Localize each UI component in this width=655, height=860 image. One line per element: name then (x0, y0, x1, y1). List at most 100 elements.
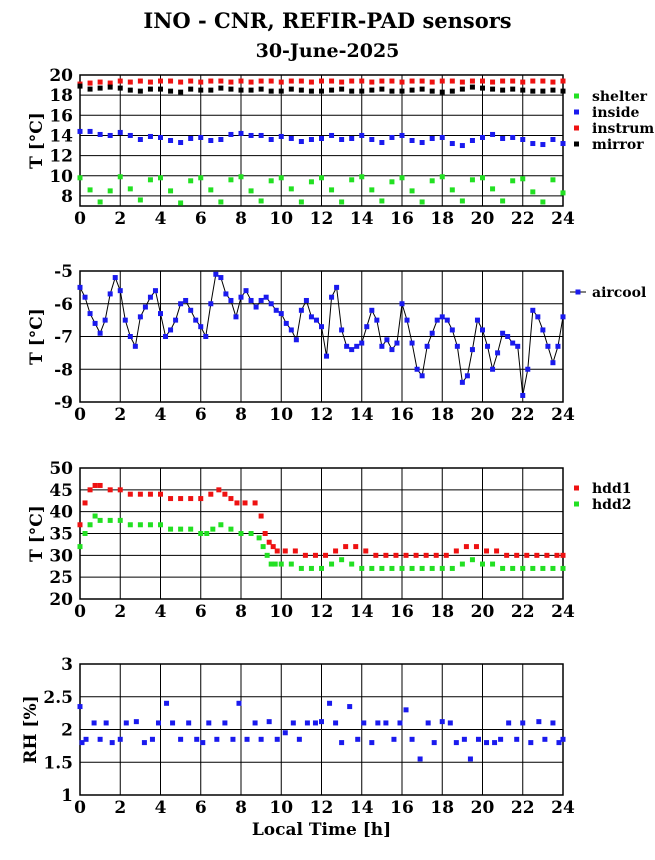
data-point-mirror (188, 86, 194, 92)
data-point-hdd1 (258, 513, 264, 519)
data-point-mirror (117, 85, 123, 91)
data-point-aircool (379, 343, 385, 349)
data-point-instrum (87, 80, 93, 86)
data-point-inside (137, 136, 143, 142)
data-point-aircool (127, 334, 133, 339)
data-point-rh (133, 719, 139, 725)
data-point-hdd1 (92, 482, 98, 488)
data-point-mirror (278, 88, 284, 94)
data-point-hdd1 (323, 552, 329, 558)
legend-label-hdd1: hdd1 (592, 481, 632, 497)
data-point-shelter (439, 174, 445, 180)
data-point-aircool (525, 366, 531, 372)
data-point-inside (419, 140, 425, 146)
data-point-hdd2 (339, 557, 345, 563)
data-point-aircool (530, 307, 536, 313)
data-point-inside (278, 133, 284, 139)
data-point-inside (228, 131, 234, 137)
data-point-inside (560, 141, 566, 147)
data-point-aircool (168, 327, 174, 333)
y-tick-label: 40 (49, 503, 73, 523)
data-point-instrum (449, 78, 455, 84)
data-point-aircool (324, 353, 330, 359)
data-point-rh (355, 736, 361, 742)
data-point-aircool (515, 343, 521, 349)
data-point-instrum (490, 79, 496, 85)
page-title: INO - CNR, REFIR-PAD sensors (143, 8, 512, 33)
data-point-mirror (329, 87, 335, 93)
data-point-rh (383, 720, 389, 726)
data-point-aircool (223, 291, 229, 297)
data-point-aircool (298, 307, 304, 313)
data-point-hdd2 (449, 565, 455, 571)
data-point-inside (218, 136, 224, 142)
y-tick-label: 10 (49, 167, 73, 187)
legend-marker-instrum (574, 125, 579, 131)
data-point-hdd2 (117, 517, 123, 523)
data-point-aircool (359, 340, 365, 346)
x-tick-label: 2 (114, 405, 126, 425)
data-point-mirror (429, 88, 435, 94)
data-point-mirror (550, 87, 556, 93)
x-tick-label: 18 (430, 798, 454, 818)
x-tick-label: 12 (310, 798, 334, 818)
y-tick-label: -6 (54, 295, 73, 315)
data-point-shelter (329, 187, 335, 193)
data-point-rh (550, 720, 556, 726)
data-point-hdd1 (188, 496, 194, 502)
data-point-shelter (208, 187, 214, 193)
data-point-hdd1 (403, 552, 409, 558)
plot-frame (79, 467, 564, 600)
data-point-hdd1 (198, 496, 204, 502)
y-tick-label: 1.5 (43, 753, 73, 773)
data-point-shelter (248, 188, 254, 194)
data-point-mirror (308, 88, 314, 94)
data-point-shelter (188, 178, 194, 184)
data-point-inside (379, 140, 385, 146)
data-point-hdd2 (349, 561, 355, 567)
data-point-hdd2 (188, 526, 194, 532)
data-point-aircool (283, 320, 289, 326)
data-point-hdd2 (439, 565, 445, 571)
data-point-aircool (82, 294, 88, 300)
data-point-mirror (208, 87, 214, 93)
data-point-aircool (334, 284, 340, 290)
data-point-aircool (268, 301, 274, 307)
data-point-mirror (198, 87, 204, 93)
data-point-instrum (540, 78, 546, 84)
data-point-mirror (520, 87, 526, 93)
data-point-hdd2 (530, 565, 536, 571)
data-point-mirror (87, 86, 93, 92)
data-point-aircool (248, 297, 254, 303)
data-point-mirror (127, 87, 133, 93)
data-point-hdd1 (524, 552, 530, 558)
data-point-hdd2 (260, 544, 266, 550)
data-point-inside (107, 132, 113, 138)
data-point-aircool (339, 327, 345, 333)
data-point-hdd1 (514, 552, 520, 558)
data-point-mirror (540, 88, 546, 94)
data-point-mirror (389, 88, 395, 94)
data-point-hdd2 (429, 565, 435, 571)
data-point-aircool (263, 294, 269, 300)
data-point-hdd2 (520, 565, 526, 571)
x-tick-label: 24 (551, 602, 575, 622)
data-point-rh (397, 720, 403, 726)
y-tick-label: 50 (49, 459, 73, 479)
data-point-hdd2 (147, 522, 153, 528)
data-point-shelter (490, 186, 496, 192)
data-point-hdd1 (453, 548, 459, 554)
data-point-aircool (183, 297, 189, 303)
x-tick-label: 14 (350, 602, 374, 622)
data-point-instrum (168, 78, 174, 84)
data-point-hdd1 (266, 539, 272, 545)
data-point-hdd1 (534, 552, 540, 558)
data-point-rh (312, 720, 318, 726)
x-tick-label: 2 (114, 798, 126, 818)
data-point-rh (327, 700, 333, 706)
x-tick-label: 0 (74, 405, 86, 425)
data-point-mirror (480, 85, 485, 91)
data-point-aircool (454, 343, 460, 349)
data-point-mirror (248, 87, 254, 93)
data-point-hdd1 (443, 552, 449, 558)
